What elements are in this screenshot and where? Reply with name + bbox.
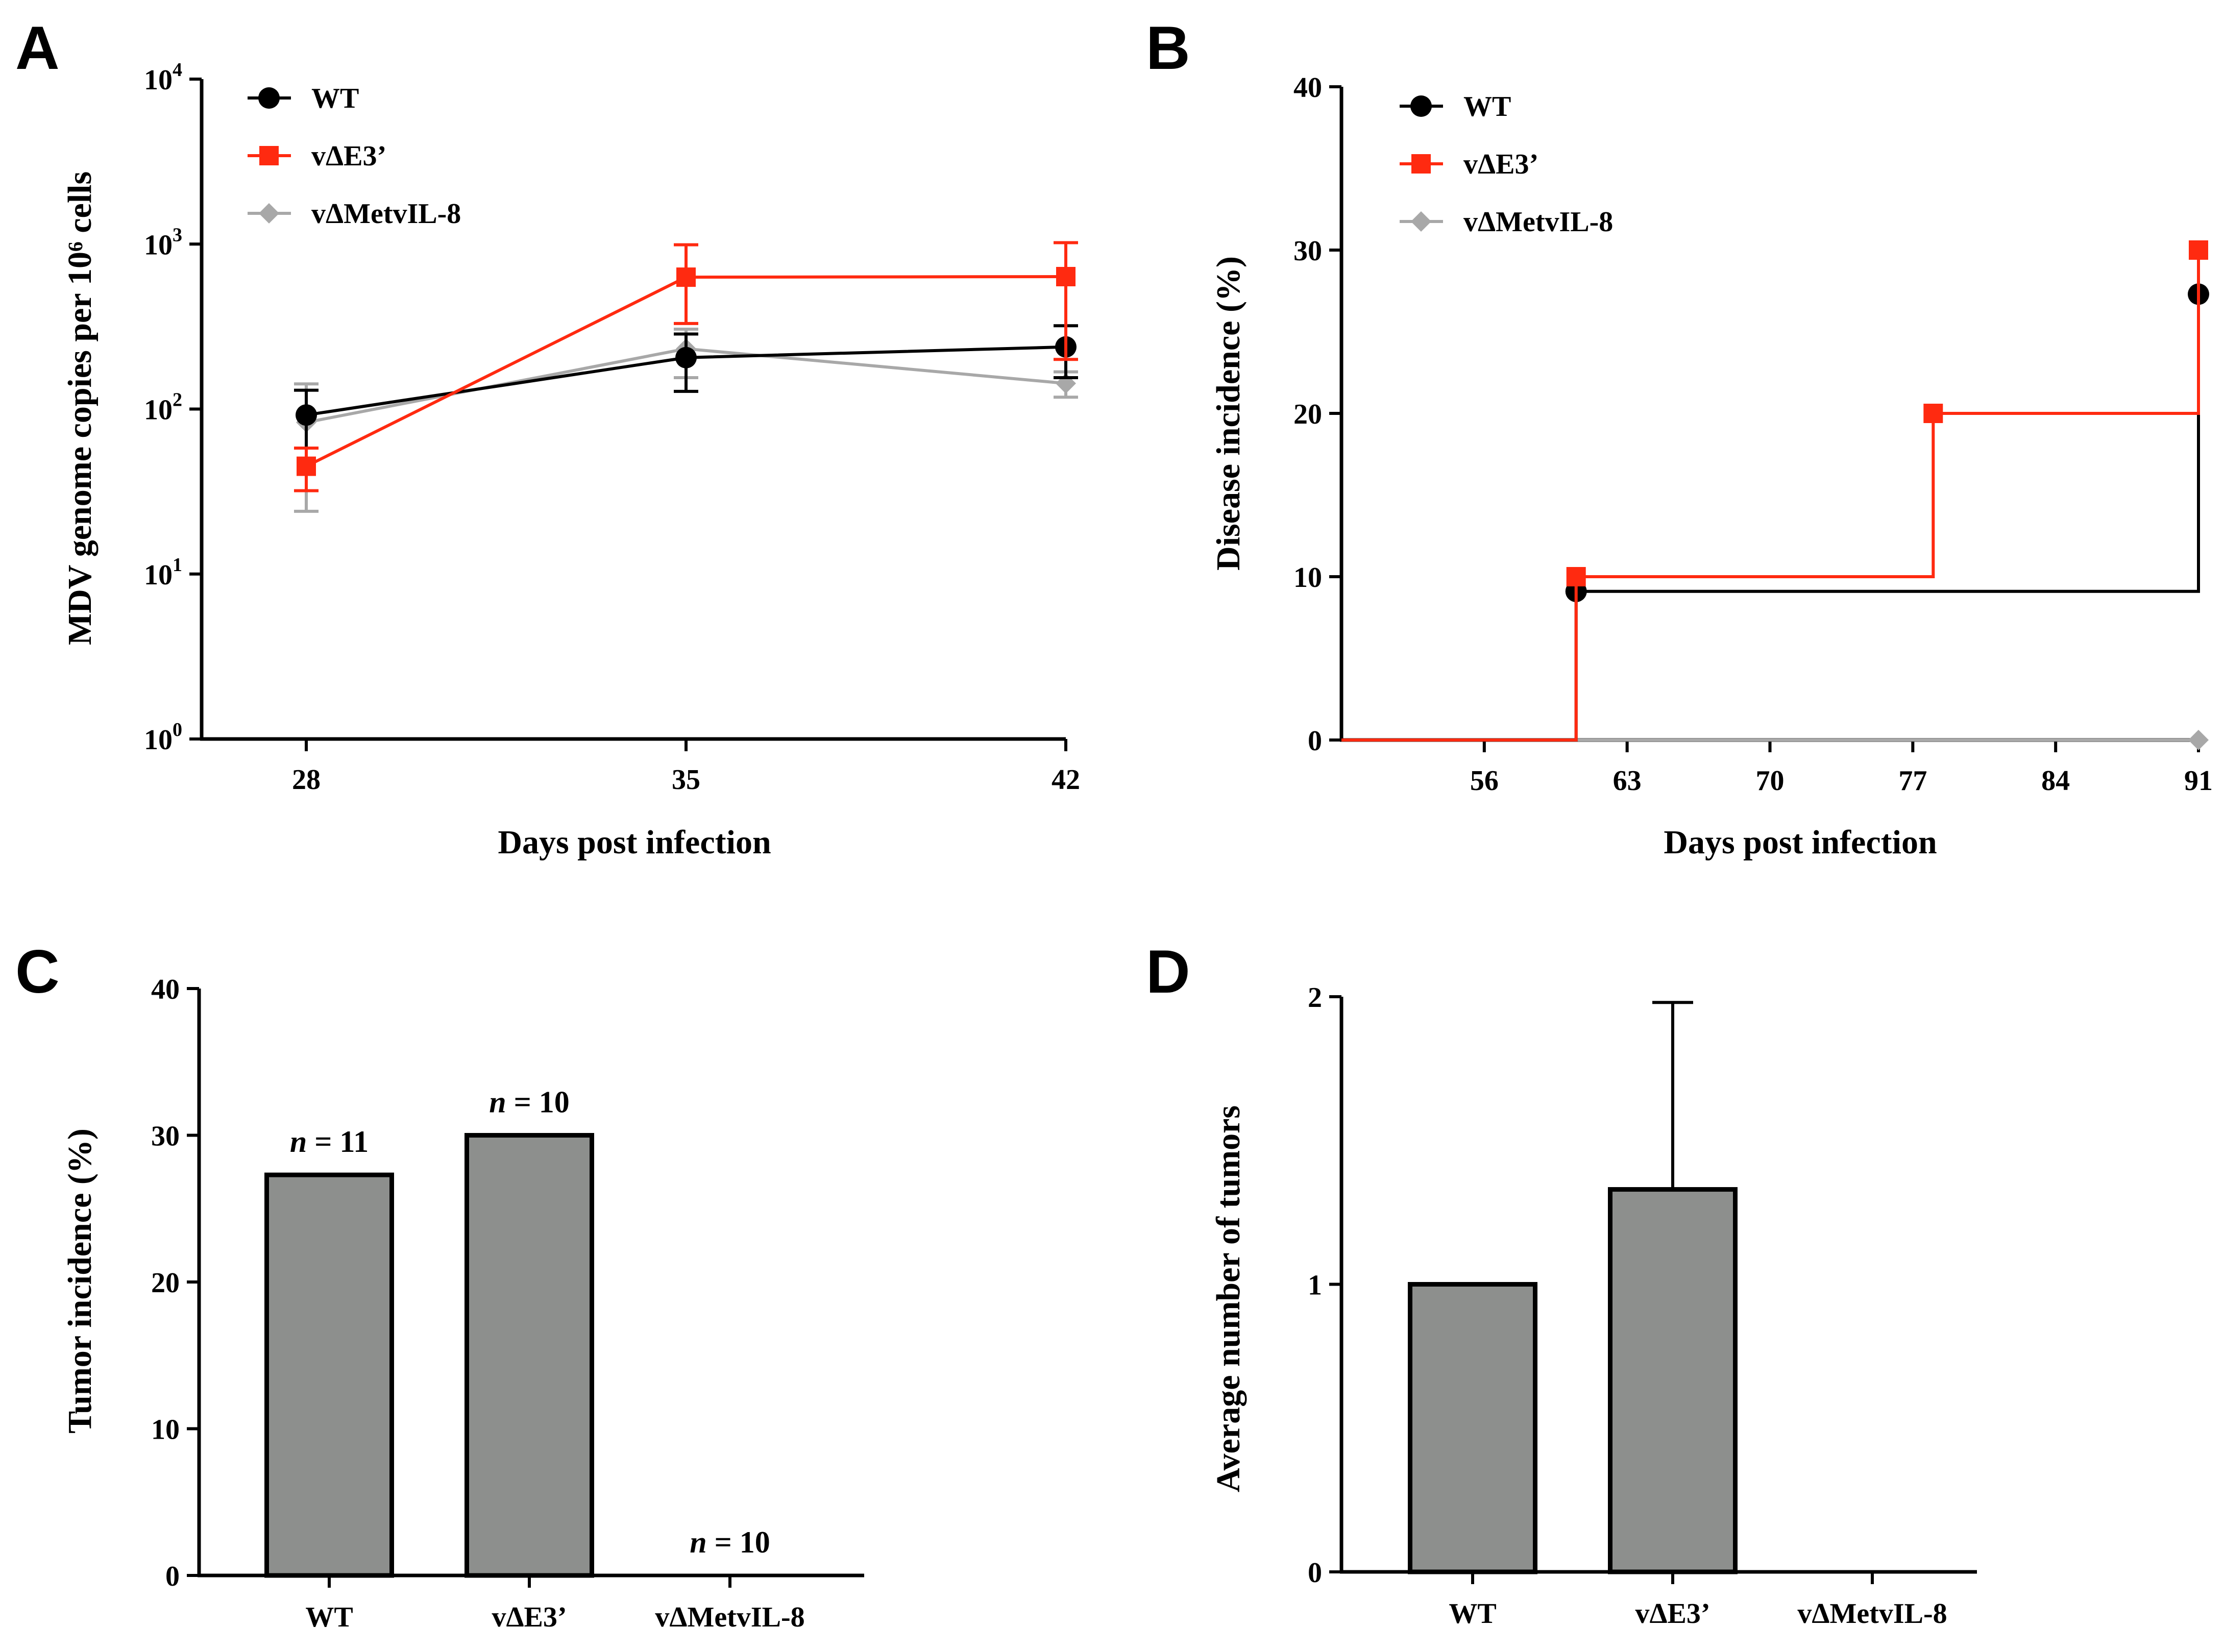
c-bar-1 <box>465 1133 594 1578</box>
panel-letter-a: A <box>15 14 60 82</box>
c-bar-0 <box>264 1172 394 1578</box>
b-y-tick-label-1: 10 <box>1293 562 1322 594</box>
b-y-axis-title: Disease incidence (%) <box>1210 256 1247 571</box>
a-y-tick-label-1: 101 <box>144 554 182 591</box>
a-legend-label-wt: WT <box>311 83 359 114</box>
panel-c-bar-chart: 0 10 20 30 40 WT n = 11 vΔE3’ n = 10 vΔMetvIL-8 n … <box>61 974 864 1633</box>
b-series-dE3 <box>1341 240 2208 742</box>
panel-letter-c: C <box>15 938 60 1006</box>
a-point-dE3-1 <box>676 267 696 287</box>
d-x-tick-label-1: vΔE3’ <box>1635 1598 1710 1630</box>
c-x-tick-label-1: vΔE3’ <box>492 1601 567 1633</box>
a-legend-marker-dE3 <box>259 146 279 165</box>
a-x-tick-label-2: 42 <box>1052 764 1080 796</box>
b-series-line-dE3 <box>1341 250 2200 742</box>
a-legend-marker-dMet <box>259 203 279 224</box>
b-y-tick-label-4: 40 <box>1293 72 1322 104</box>
b-legend-label-dE3: vΔE3’ <box>1463 149 1538 180</box>
a-x-tick-label-0: 28 <box>292 764 321 796</box>
b-legend-marker-wt <box>1410 95 1432 117</box>
a-y-tick-label-2: 102 <box>144 389 182 426</box>
a-point-wt-0 <box>296 404 317 426</box>
a-series-wt <box>294 324 1078 450</box>
c-y-tick-label-4: 40 <box>151 974 180 1005</box>
a-y-axis-title: MDV genome copies per 10⁶ cells <box>61 171 99 645</box>
b-series-wt <box>1341 283 2209 742</box>
b-x-tick-label-0: 56 <box>1470 765 1499 797</box>
d-y-axis-title: Average number of tumors <box>1210 1105 1247 1492</box>
a-series-dE3 <box>294 241 1078 492</box>
b-y-tick-label-2: 20 <box>1293 399 1322 430</box>
b-x-tick-label-2: 70 <box>1756 765 1785 797</box>
a-legend-marker-wt <box>258 87 280 109</box>
b-x-tick-label-1: 63 <box>1613 765 1642 797</box>
c-y-tick-label-2: 20 <box>151 1267 180 1299</box>
a-point-dE3-2 <box>1056 267 1076 287</box>
b-x-tick-label-5: 91 <box>2184 765 2213 797</box>
b-series-line-wt <box>1341 294 2200 742</box>
d-x-tick-label-0: WT <box>1449 1598 1496 1630</box>
a-point-wt-1 <box>675 347 697 368</box>
c-y-tick-label-1: 10 <box>151 1414 180 1446</box>
b-y-tick-label-3: 30 <box>1293 235 1322 267</box>
b-point-dE3-0 <box>1566 567 1586 586</box>
d-y-tick-label-2: 2 <box>1308 982 1322 1014</box>
a-x-axis-title: Days post infection <box>498 824 771 861</box>
b-point-dE3-1 <box>1923 404 1943 423</box>
c-n-label-1: n = 10 <box>489 1086 570 1119</box>
panel-letter-d: D <box>1146 938 1190 1006</box>
b-x-tick-label-4: 84 <box>2041 765 2070 797</box>
a-errorbar-dE3-2 <box>1054 241 1078 361</box>
b-legend-label-dMet: vΔMetvIL-8 <box>1463 206 1613 238</box>
panel-b-step-chart: 0 10 20 30 40 56 63 70 77 84 91 Days post infection… <box>1210 72 2213 861</box>
b-legend-label-wt: WT <box>1463 91 1511 122</box>
c-y-tick-label-3: 30 <box>151 1121 180 1152</box>
c-n-label-0: n = 11 <box>290 1125 369 1158</box>
c-y-axis-title: Tumor incidence (%) <box>61 1128 99 1434</box>
c-y-tick-label-0: 0 <box>165 1561 180 1592</box>
b-x-tick-label-3: 77 <box>1898 765 1927 797</box>
b-point-dMet-0 <box>2188 730 2209 750</box>
a-legend-label-dMet: vΔMetvIL-8 <box>311 198 461 230</box>
a-y-tick-label-4: 104 <box>144 59 182 96</box>
c-x-tick-label-2: vΔMetvIL-8 <box>655 1601 804 1633</box>
panel-a-line-chart: 100 101 102 103 104 28 35 42 Days post infection… <box>61 59 1080 861</box>
d-y-tick-label-0: 0 <box>1308 1557 1322 1589</box>
b-legend-marker-dE3 <box>1411 154 1431 174</box>
panel-d-bar-chart: 0 1 2 WT vΔE3’ vΔMetvIL-8 Average number of tu… <box>1210 982 1977 1630</box>
a-y-tick-label-0: 100 <box>144 719 182 756</box>
a-point-dE3-0 <box>297 456 316 476</box>
d-x-tick-label-2: vΔMetvIL-8 <box>1797 1598 1947 1630</box>
d-bar-1 <box>1608 1187 1738 1574</box>
a-x-tick-label-1: 35 <box>672 764 700 796</box>
a-legend-label-dE3: vΔE3’ <box>311 140 386 172</box>
d-bar-0 <box>1408 1282 1537 1574</box>
d-y-tick-label-1: 1 <box>1308 1270 1322 1301</box>
b-y-tick-label-0: 0 <box>1308 725 1322 757</box>
panel-letter-b: B <box>1146 14 1190 82</box>
a-y-tick-label-3: 103 <box>144 224 182 261</box>
b-x-axis-title: Days post infection <box>1664 824 1937 861</box>
b-legend-marker-dMet <box>1411 211 1431 232</box>
c-n-label-2: n = 10 <box>690 1525 770 1559</box>
c-x-tick-label-0: WT <box>305 1601 353 1633</box>
b-point-dE3-2 <box>2189 240 2208 260</box>
